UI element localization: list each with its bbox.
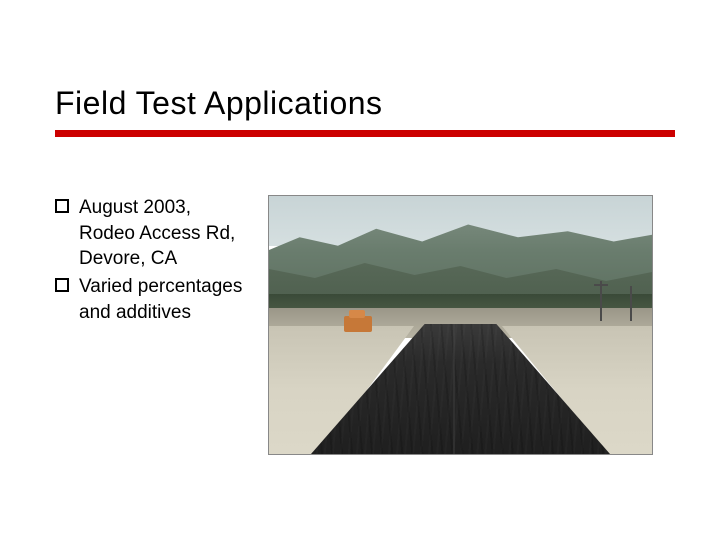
slide-container: Field Test Applications August 2003, Rod… — [0, 0, 720, 540]
bullet-text: August 2003, Rodeo Access Rd, Devore, CA — [79, 195, 250, 272]
field-test-photo — [268, 195, 653, 455]
bullet-marker-icon — [55, 199, 69, 213]
photo-utility-pole — [600, 281, 602, 321]
photo-utility-pole-crossbar — [594, 284, 608, 286]
bullet-item: August 2003, Rodeo Access Rd, Devore, CA — [55, 195, 250, 272]
bullet-list: August 2003, Rodeo Access Rd, Devore, CA… — [55, 195, 250, 327]
photo-asphalt-line — [453, 324, 455, 454]
bullet-marker-icon — [55, 278, 69, 292]
slide-title: Field Test Applications — [55, 85, 665, 122]
photo-vehicle — [344, 316, 372, 332]
bullet-item: Varied percentages and additives — [55, 274, 250, 325]
content-row: August 2003, Rodeo Access Rd, Devore, CA… — [55, 195, 665, 455]
photo-utility-pole — [630, 286, 632, 321]
title-underline — [55, 130, 675, 137]
photo-vehicle-cab — [349, 310, 365, 318]
bullet-text: Varied percentages and additives — [79, 274, 250, 325]
